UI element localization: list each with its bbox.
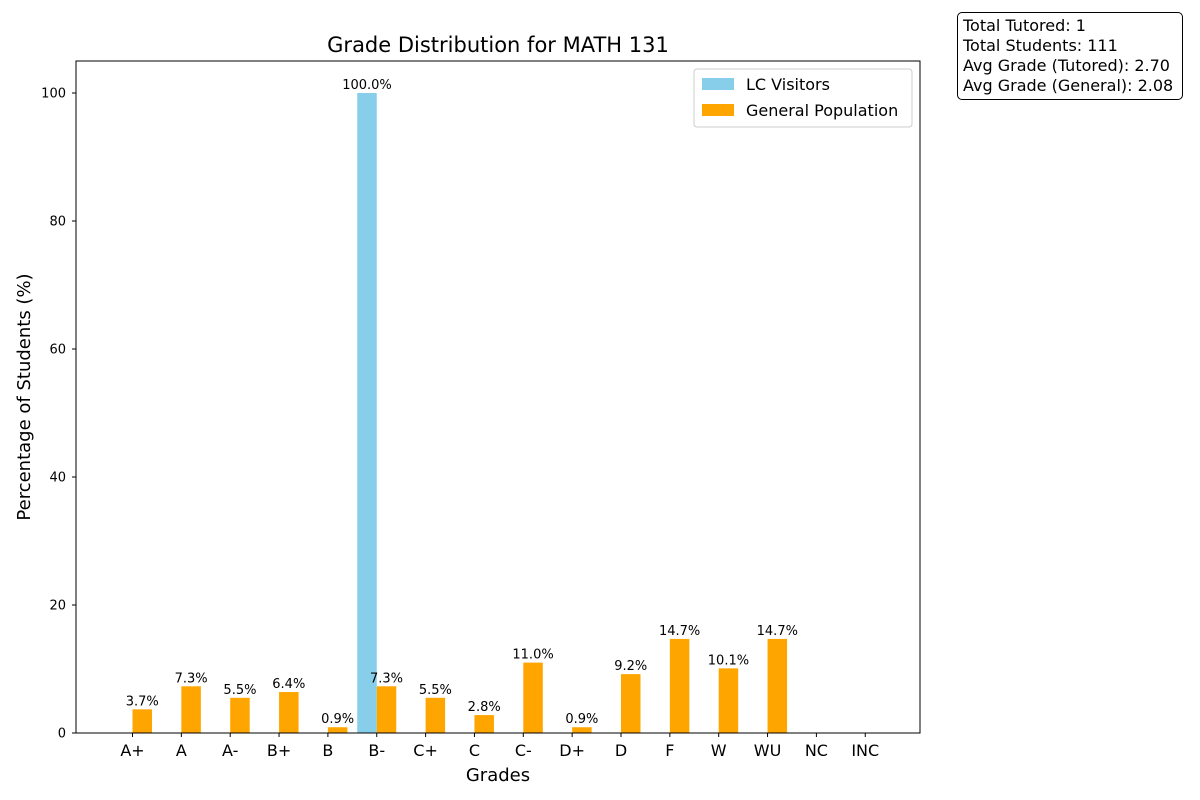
total-students-text: Total Students: 111 — [963, 36, 1118, 55]
legend: LC Visitors General Population — [693, 68, 913, 128]
bars-layer — [132, 93, 788, 733]
bar-general-population-7 — [474, 715, 494, 733]
bar-general-population-4 — [327, 727, 348, 733]
bar-general-population-3 — [279, 692, 299, 733]
bar-value-label: 14.7% — [757, 624, 798, 639]
x-tick-label: F — [665, 741, 674, 760]
bar-value-label: 6.4% — [272, 677, 305, 692]
avg-grade-tutored-text: Avg Grade (Tutored): 2.70 — [963, 56, 1170, 75]
y-tick-label: 60 — [49, 343, 66, 358]
legend-box — [693, 68, 913, 128]
x-tick-label: A- — [222, 741, 238, 760]
y-tick-label: 100 — [41, 87, 66, 102]
bar-value-label: 100.0% — [342, 78, 392, 93]
x-tick-label: B- — [368, 741, 385, 760]
bar-value-label: 5.5% — [419, 683, 452, 698]
bar-value-label: 7.3% — [175, 671, 208, 686]
y-tick-label: 20 — [49, 599, 66, 614]
bar-value-label: 5.5% — [223, 683, 256, 698]
y-tick-label: 80 — [49, 215, 66, 230]
x-tick-label: C — [469, 741, 480, 760]
bar-general-population-1 — [181, 686, 201, 733]
avg-grade-general-text: Avg Grade (General): 2.08 — [963, 76, 1174, 95]
bar-value-label: 2.8% — [468, 700, 501, 715]
bar-general-population-8 — [523, 662, 543, 733]
bar-general-population-5 — [376, 686, 397, 733]
x-tick-label: B+ — [267, 741, 291, 760]
legend-label: General Population — [746, 101, 898, 120]
bar-value-label: 9.2% — [614, 659, 647, 674]
legend-swatch — [702, 78, 734, 90]
bar-general-population-9 — [572, 727, 592, 733]
bar-general-population-12 — [718, 668, 739, 733]
total-tutored-text: Total Tutored: 1 — [963, 16, 1086, 35]
y-tick-label: 0 — [58, 727, 66, 742]
bar-value-label: 11.0% — [512, 648, 553, 663]
bar-general-population-6 — [425, 697, 446, 733]
bar-general-population-10 — [621, 674, 641, 733]
bar-general-population-0 — [132, 709, 152, 733]
x-tick-label: D+ — [559, 741, 585, 760]
axes-layer: 0 20 40 60 80 100 A+ A A- B+ B B- C+ C C- D+ D F W WU NC INC — [41, 60, 921, 760]
x-tick-label: B — [322, 741, 333, 760]
x-tick-label: WU — [754, 741, 782, 760]
y-axis-label: Percentage of Students (%) — [14, 273, 35, 520]
legend-swatch — [702, 104, 734, 116]
y-tick-label: 40 — [49, 471, 66, 486]
x-tick-label: C+ — [413, 741, 438, 760]
x-tick-label: D — [615, 741, 627, 760]
bar-value-label: 10.1% — [708, 653, 749, 668]
bar-value-label: 7.3% — [370, 671, 403, 686]
x-axis-label: Grades — [466, 765, 530, 786]
bar-general-population-2 — [230, 697, 250, 733]
bar-general-population-13 — [767, 638, 788, 733]
bar-general-population-11 — [669, 638, 690, 733]
bar-value-label: 3.7% — [126, 694, 159, 709]
plot-frame — [75, 60, 921, 734]
legend-label: LC Visitors — [746, 75, 830, 94]
chart-title: Grade Distribution for MATH 131 — [327, 33, 669, 57]
stats-summary-box: Total Tutored: 1 Total Students: 111 Avg… — [957, 12, 1183, 100]
x-tick-label: A — [176, 741, 187, 760]
value-labels-layer: 100.0% 3.7% 7.3% 5.5% 6.4% 0.9% 7.3% 5.5% 2.8% 11… — [126, 78, 798, 727]
bar-lc-visitors-5 — [357, 93, 377, 733]
bar-value-label: 0.9% — [565, 712, 598, 727]
x-tick-label: C- — [515, 741, 532, 760]
bar-value-label: 0.9% — [321, 712, 354, 727]
bar-value-label: 14.7% — [659, 624, 700, 639]
x-tick-label: INC — [851, 741, 879, 760]
x-tick-label: NC — [805, 741, 828, 760]
x-tick-label: W — [711, 741, 727, 760]
x-tick-label: A+ — [120, 741, 144, 760]
